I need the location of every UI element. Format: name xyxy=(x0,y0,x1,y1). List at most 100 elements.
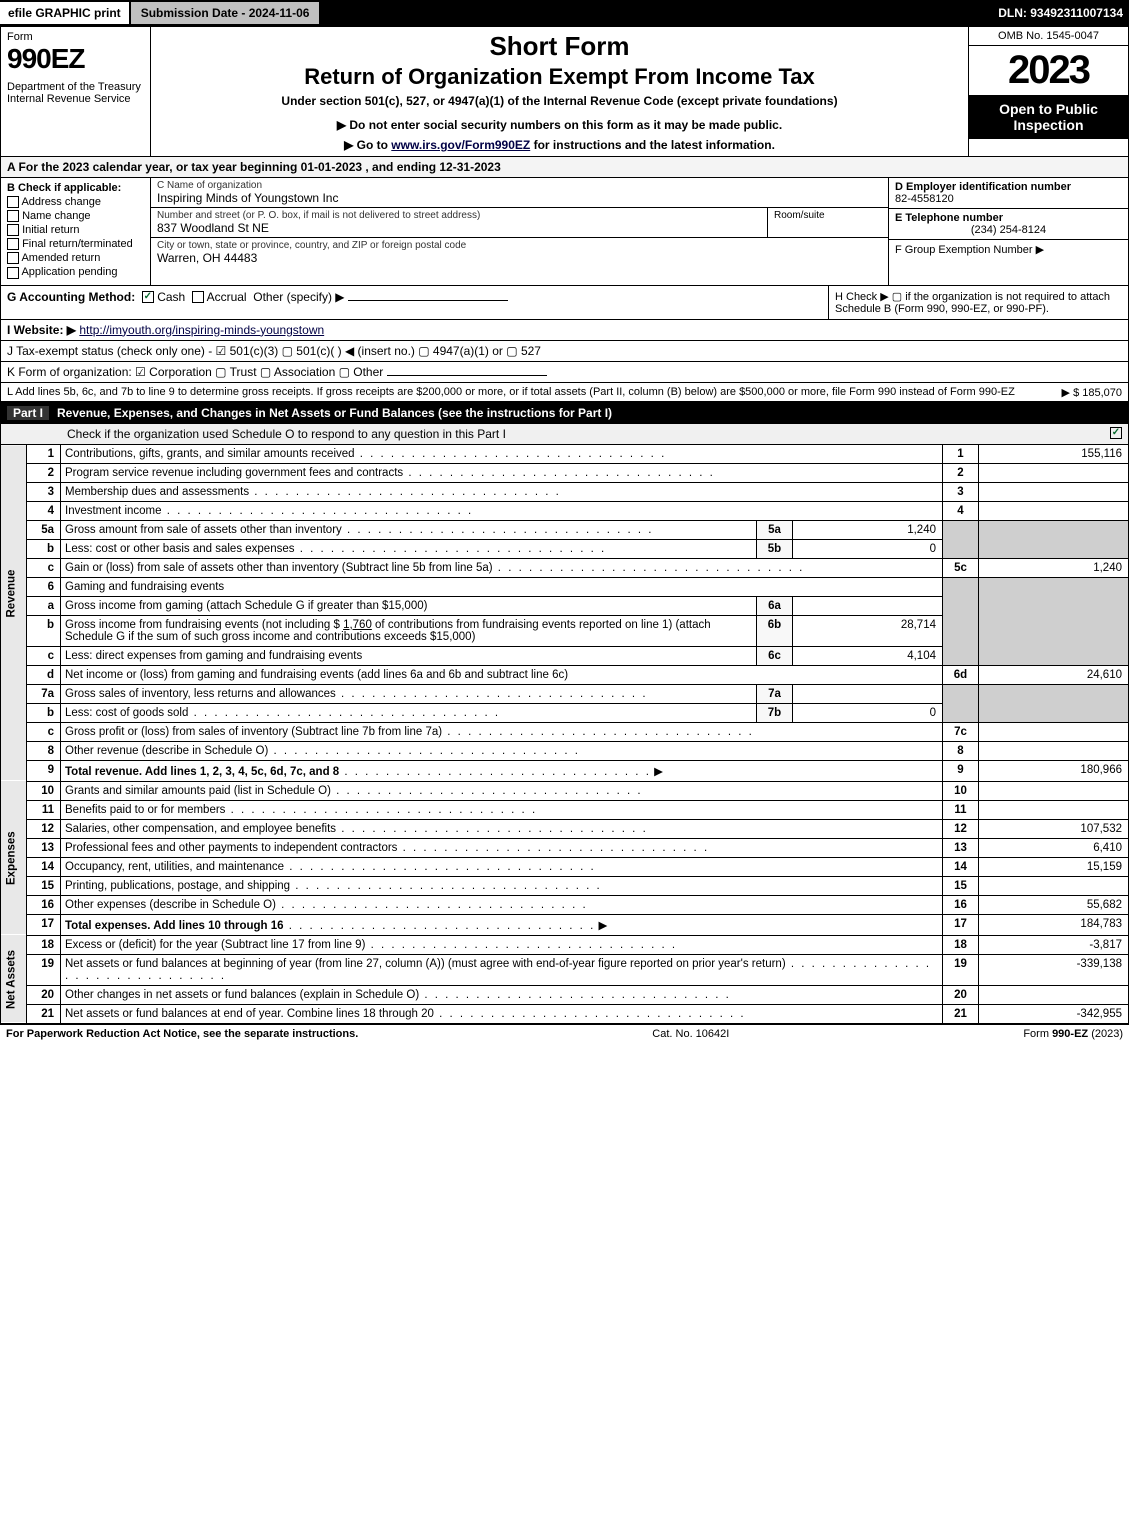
efile-print-label[interactable]: efile GRAPHIC print xyxy=(0,2,131,24)
num-7c: 7c xyxy=(943,722,979,741)
col-c-org-info: C Name of organization Inspiring Minds o… xyxy=(151,178,888,285)
lbl-accrual: Accrual xyxy=(207,290,247,304)
m-6a: 6a xyxy=(757,596,793,615)
ln-7c: c xyxy=(27,722,61,741)
part-i-sub-text: Check if the organization used Schedule … xyxy=(67,427,506,441)
d-3: Membership dues and assessments xyxy=(65,486,249,498)
footer-cat-no: Cat. No. 10642I xyxy=(652,1028,729,1040)
org-name: Inspiring Minds of Youngstown Inc xyxy=(157,191,882,205)
m-6b: 6b xyxy=(757,615,793,646)
v-3 xyxy=(979,482,1129,501)
v-6d: 24,610 xyxy=(979,665,1129,684)
num-17: 17 xyxy=(943,914,979,935)
goto-note: ▶ Go to www.irs.gov/Form990EZ for instru… xyxy=(157,138,962,152)
d-5c: Gain or (loss) from sale of assets other… xyxy=(65,562,493,574)
num-9: 9 xyxy=(943,760,979,781)
num-5c: 5c xyxy=(943,558,979,577)
ln-17: 17 xyxy=(27,914,61,935)
v-18: -3,817 xyxy=(979,935,1129,954)
d-18: Excess or (deficit) for the year (Subtra… xyxy=(65,939,365,951)
num-13: 13 xyxy=(943,838,979,857)
netassets-side-label: Net Assets xyxy=(1,935,27,1023)
ln-1: 1 xyxy=(27,445,61,464)
ln-5b: b xyxy=(27,539,61,558)
num-14: 14 xyxy=(943,857,979,876)
tax-year: 2023 xyxy=(969,46,1128,95)
ln-14: 14 xyxy=(27,857,61,876)
mv-6a xyxy=(793,596,943,615)
d-10: Grants and similar amounts paid (list in… xyxy=(65,785,331,797)
col-b-checkboxes: B Check if applicable: Address change Na… xyxy=(1,178,151,285)
v-14: 15,159 xyxy=(979,857,1129,876)
top-bar: efile GRAPHIC print Submission Date - 20… xyxy=(0,0,1129,26)
ln-5c: c xyxy=(27,558,61,577)
chk-amended-return[interactable] xyxy=(7,252,19,264)
chk-address-change[interactable] xyxy=(7,196,19,208)
mv-7a xyxy=(793,684,943,703)
chk-application-pending[interactable] xyxy=(7,267,19,279)
ln-9: 9 xyxy=(27,760,61,781)
ln-4: 4 xyxy=(27,501,61,520)
irs-link[interactable]: www.irs.gov/Form990EZ xyxy=(391,138,530,152)
v-19: -339,138 xyxy=(979,954,1129,985)
ln-12: 12 xyxy=(27,819,61,838)
row-l-gross-receipts: L Add lines 5b, 6c, and 7b to line 9 to … xyxy=(0,383,1129,402)
chk-final-return[interactable] xyxy=(7,238,19,250)
v-13: 6,410 xyxy=(979,838,1129,857)
omb-number: OMB No. 1545-0047 xyxy=(969,27,1128,46)
ssn-warning: ▶ Do not enter social security numbers o… xyxy=(157,118,962,132)
ln-10: 10 xyxy=(27,781,61,800)
k-other-input[interactable] xyxy=(387,375,547,376)
section-bcd: B Check if applicable: Address change Na… xyxy=(0,178,1129,286)
row-i-website: I Website: ▶ http://imyouth.org/inspirin… xyxy=(0,320,1129,341)
form-subtitle: Under section 501(c), 527, or 4947(a)(1)… xyxy=(157,94,962,108)
i-label: I Website: ▶ xyxy=(7,323,76,337)
chk-accrual[interactable] xyxy=(192,291,204,303)
m-7a: 7a xyxy=(757,684,793,703)
num-15: 15 xyxy=(943,876,979,895)
accounting-method: G Accounting Method: Cash Accrual Other … xyxy=(1,286,828,319)
chk-initial-return[interactable] xyxy=(7,224,19,236)
m-6c: 6c xyxy=(757,646,793,665)
lbl-final-return: Final return/terminated xyxy=(22,238,133,250)
row-gh: G Accounting Method: Cash Accrual Other … xyxy=(0,286,1129,320)
addr-label: Number and street (or P. O. box, if mail… xyxy=(157,210,761,221)
v-10 xyxy=(979,781,1129,800)
d-7b: Less: cost of goods sold xyxy=(65,707,188,719)
d-1: Contributions, gifts, grants, and simila… xyxy=(65,448,355,460)
ln-8: 8 xyxy=(27,741,61,760)
ln-7a: 7a xyxy=(27,684,61,703)
v-21: -342,955 xyxy=(979,1004,1129,1023)
ln-16: 16 xyxy=(27,895,61,914)
ln-11: 11 xyxy=(27,800,61,819)
ln-3: 3 xyxy=(27,482,61,501)
lbl-address-change: Address change xyxy=(21,196,101,208)
d-19: Net assets or fund balances at beginning… xyxy=(65,958,786,970)
mv-5b: 0 xyxy=(793,539,943,558)
d-6a: Gross income from gaming (attach Schedul… xyxy=(65,600,427,612)
website-link[interactable]: http://imyouth.org/inspiring-minds-young… xyxy=(79,323,324,337)
part-i-title: Revenue, Expenses, and Changes in Net As… xyxy=(57,406,612,420)
other-specify-input[interactable] xyxy=(348,300,508,301)
ln-6: 6 xyxy=(27,577,61,596)
d-11: Benefits paid to or for members xyxy=(65,804,225,816)
mv-7b: 0 xyxy=(793,703,943,722)
g-label: G Accounting Method: xyxy=(7,290,135,304)
chk-cash[interactable] xyxy=(142,291,154,303)
chk-schedule-o[interactable] xyxy=(1110,427,1122,439)
org-city: Warren, OH 44483 xyxy=(157,251,882,265)
grey-7 xyxy=(943,684,979,722)
chk-name-change[interactable] xyxy=(7,210,19,222)
dln-label: DLN: 93492311007134 xyxy=(998,6,1129,20)
ln-19: 19 xyxy=(27,954,61,985)
ln-7b: b xyxy=(27,703,61,722)
part-i-label: Part I xyxy=(7,406,49,420)
v-15 xyxy=(979,876,1129,895)
header-right: OMB No. 1545-0047 2023 Open to Public In… xyxy=(968,27,1128,156)
mv-5a: 1,240 xyxy=(793,520,943,539)
m-5a: 5a xyxy=(757,520,793,539)
row-k-org-form: K Form of organization: ☑ Corporation ▢ … xyxy=(0,362,1129,383)
ein-value: 82-4558120 xyxy=(895,193,1122,205)
v-17: 184,783 xyxy=(979,914,1129,935)
j-text: J Tax-exempt status (check only one) - ☑… xyxy=(7,344,541,358)
